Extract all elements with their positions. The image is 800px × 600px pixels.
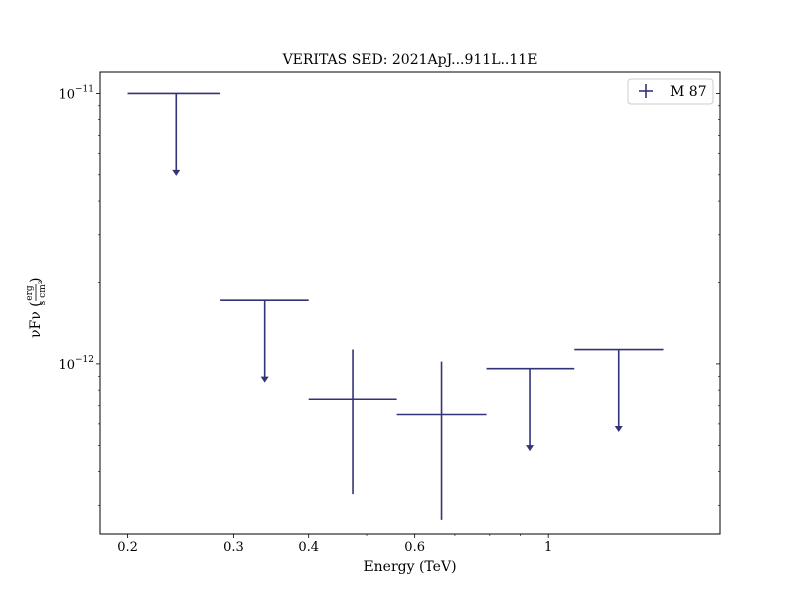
legend-label: M 87: [670, 84, 707, 100]
y-tick-label: 10−12: [58, 355, 94, 373]
upper-limit-point: [486, 367, 575, 452]
x-tick-label: 0.6: [404, 540, 425, 555]
y-tick-label-base: 10: [58, 87, 75, 102]
data-point: [396, 361, 487, 520]
y-tick-label-exponent: −12: [75, 355, 94, 365]
upper-limit-point: [220, 299, 309, 383]
legend-box: [627, 78, 714, 105]
y-tick-label-exponent: −11: [75, 84, 94, 94]
x-tick-label: 0.2: [117, 540, 138, 555]
y-axis-label-main: νFν (: [28, 301, 44, 338]
y-tick-label: 10−11: [58, 84, 94, 102]
upper-limit-point: [127, 92, 221, 176]
y-axis-label-frac-num: erg: [25, 285, 35, 301]
chart-title: VERITAS SED: 2021ApJ...911L..11E: [282, 52, 538, 68]
x-tick-label: 0.4: [298, 540, 319, 555]
y-axis-label-close: ): [28, 278, 44, 283]
upper-limit-arrowhead: [614, 425, 623, 432]
y-axis-label: νFν ( erg s cm² ): [25, 278, 48, 338]
upper-limit-arrowhead: [260, 376, 269, 383]
legend: M 87: [627, 78, 714, 105]
upper-limit-point: [574, 348, 664, 432]
x-axis-label: Energy (TeV): [363, 559, 456, 575]
y-tick-label-base: 10: [58, 358, 75, 373]
upper-limit-arrowhead: [526, 445, 535, 452]
upper-limit-arrowhead: [172, 169, 181, 176]
x-tick-label: 0.3: [223, 540, 244, 555]
data-layer: [127, 92, 664, 520]
data-point: [308, 349, 397, 495]
y-axis-label-frac-den: s cm²: [38, 280, 48, 305]
plot-frame: [99, 71, 721, 535]
x-tick-label: 1: [544, 540, 552, 555]
